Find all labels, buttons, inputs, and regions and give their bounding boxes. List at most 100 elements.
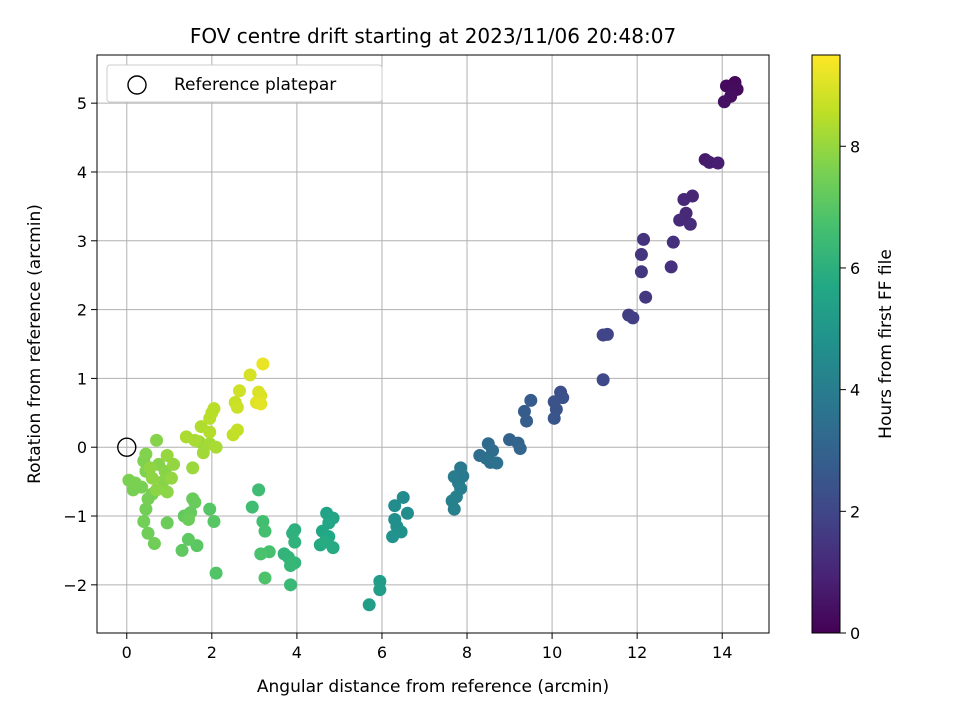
legend: Reference platepar (106, 64, 383, 103)
data-point (284, 559, 298, 573)
data-point (207, 515, 221, 529)
data-point (288, 535, 302, 549)
data-point (524, 393, 538, 407)
data-point (254, 547, 268, 561)
data-point (181, 532, 195, 546)
data-point (362, 598, 376, 612)
data-point (150, 433, 164, 447)
x-axis-ticks: 0 2 4 6 8 10 12 14 (122, 633, 732, 662)
data-point (128, 476, 142, 490)
x-tick-label: 10 (542, 643, 562, 662)
colorbar-tick-label: 2 (850, 502, 860, 521)
y-tick-label: −1 (63, 507, 87, 526)
colorbar-gradient (811, 54, 841, 634)
data-point (386, 530, 400, 544)
legend-box (106, 64, 383, 103)
data-point (245, 500, 259, 514)
y-tick-label: 4 (77, 163, 87, 182)
data-point (719, 79, 733, 93)
data-point (258, 524, 272, 538)
data-point (232, 384, 246, 398)
legend-marker (127, 75, 147, 95)
data-point (673, 213, 687, 227)
data-point (596, 373, 610, 387)
data-point (513, 442, 527, 456)
data-point (160, 516, 174, 530)
data-point (205, 406, 219, 420)
y-tick-label: 1 (77, 369, 87, 388)
y-axis-label: Rotation from reference (arcmin) (25, 204, 45, 484)
colorbar-tick-label: 8 (850, 137, 860, 156)
data-point (203, 502, 217, 516)
data-point (186, 492, 200, 506)
x-tick-label: 4 (292, 643, 302, 662)
data-point (141, 492, 155, 506)
chart-title: FOV centre drift starting at 2023/11/06 … (190, 24, 676, 48)
colorbar-tick-label: 6 (850, 259, 860, 278)
data-point (600, 327, 614, 341)
data-point (143, 461, 157, 475)
data-point (175, 543, 189, 557)
data-point (373, 583, 387, 597)
data-point (230, 400, 244, 414)
y-tick-label: −2 (63, 576, 87, 595)
data-point (634, 265, 648, 279)
data-point (318, 535, 332, 549)
data-point (254, 397, 268, 411)
data-point (137, 515, 151, 529)
data-point (520, 414, 534, 428)
data-point (547, 411, 561, 425)
y-tick-label: 3 (77, 232, 87, 251)
data-point (677, 193, 691, 206)
x-tick-label: 14 (712, 643, 732, 662)
plot-frame (96, 54, 770, 634)
data-point (637, 232, 651, 246)
data-point (447, 502, 461, 516)
data-point (717, 95, 731, 109)
x-tick-label: 12 (627, 643, 647, 662)
reference-point-marker (117, 437, 137, 457)
data-points (122, 76, 744, 612)
data-point (396, 490, 410, 504)
data-point (179, 430, 193, 444)
data-point (209, 440, 223, 454)
y-tick-label: 2 (77, 301, 87, 320)
data-point (388, 499, 402, 513)
data-point (256, 357, 270, 371)
data-point (666, 235, 680, 249)
data-point (634, 248, 648, 262)
data-point (186, 461, 200, 475)
colorbar: 0 2 4 6 8 Hours from first FF file (811, 54, 896, 643)
y-tick-label: 0 (77, 438, 87, 457)
data-point (400, 506, 414, 520)
data-point (147, 537, 161, 551)
data-point (160, 485, 174, 499)
data-point (145, 471, 159, 485)
x-tick-label: 2 (207, 643, 217, 662)
x-axis-label: Angular distance from reference (arcmin) (257, 677, 609, 697)
data-point (139, 447, 153, 461)
data-point (252, 483, 266, 497)
data-point (639, 290, 653, 304)
colorbar-label: Hours from first FF file (876, 249, 896, 439)
data-point (230, 423, 244, 437)
data-point (664, 260, 678, 274)
colorbar-tick-label: 0 (850, 624, 860, 643)
data-point (203, 425, 217, 439)
data-point (139, 502, 153, 516)
data-point (209, 566, 223, 580)
data-point (164, 471, 178, 485)
data-point (181, 512, 195, 526)
data-point (150, 483, 164, 497)
colorbar-ticks: 0 2 4 6 8 (840, 137, 860, 643)
data-point (284, 578, 298, 592)
data-point (141, 526, 155, 540)
data-point (160, 448, 174, 462)
x-tick-label: 0 (122, 643, 132, 662)
y-tick-label: 5 (77, 94, 87, 113)
colorbar-tick-label: 4 (850, 381, 860, 400)
data-point (683, 217, 697, 231)
data-point (490, 456, 504, 470)
data-point (626, 311, 640, 325)
